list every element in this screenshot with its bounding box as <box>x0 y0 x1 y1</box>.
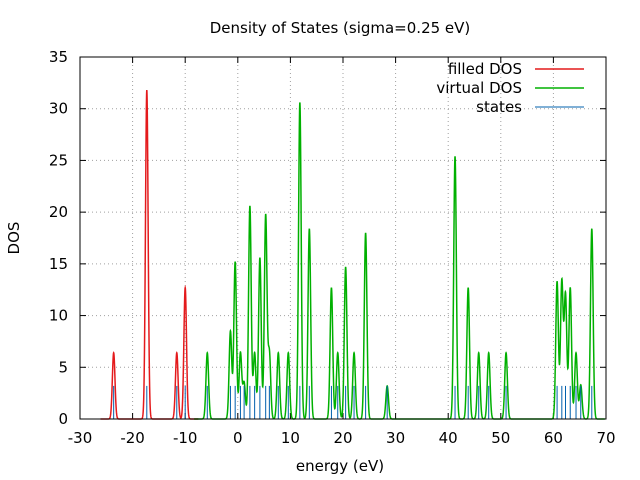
y-tick-label: 0 <box>58 410 68 428</box>
x-tick-label: 70 <box>596 429 615 447</box>
x-tick-label: 40 <box>439 429 458 447</box>
y-tick-label: 35 <box>49 48 68 66</box>
plot-frame <box>79 56 607 420</box>
y-tick-label: 25 <box>49 151 68 169</box>
x-tick-label: 20 <box>333 429 352 447</box>
x-tick-label: -10 <box>173 429 198 447</box>
x-tick-label: 60 <box>544 429 563 447</box>
axes: -30 -20 -10 0 10 20 30 40 50 60 70 0 5 10 15 20 25 30 35 <box>49 48 616 447</box>
y-tick-label: 15 <box>49 255 68 273</box>
dos-curve <box>100 90 199 420</box>
grid <box>80 57 606 419</box>
series-layer <box>100 90 605 420</box>
chart-title: Density of States (sigma=0.25 eV) <box>210 19 471 37</box>
series-states <box>113 385 593 419</box>
legend-label: states <box>476 98 522 116</box>
dos-curve <box>194 102 605 420</box>
x-tick-label: -20 <box>120 429 145 447</box>
series-virtual-dos <box>194 102 605 420</box>
x-tick-label: 10 <box>281 429 300 447</box>
y-tick-label: 30 <box>49 100 68 118</box>
series-filled-dos <box>100 90 199 420</box>
x-tick-label: -30 <box>68 429 93 447</box>
x-tick-label: 0 <box>233 429 243 447</box>
x-tick-label: 50 <box>491 429 510 447</box>
x-tick-label: 30 <box>386 429 405 447</box>
y-tick-label: 5 <box>58 358 68 376</box>
y-tick-label: 10 <box>49 307 68 325</box>
y-axis-label: DOS <box>5 222 23 255</box>
y-tick-label: 20 <box>49 203 68 221</box>
x-axis-label: energy (eV) <box>296 457 384 475</box>
legend-label: filled DOS <box>448 60 522 78</box>
legend-label: virtual DOS <box>436 79 522 97</box>
